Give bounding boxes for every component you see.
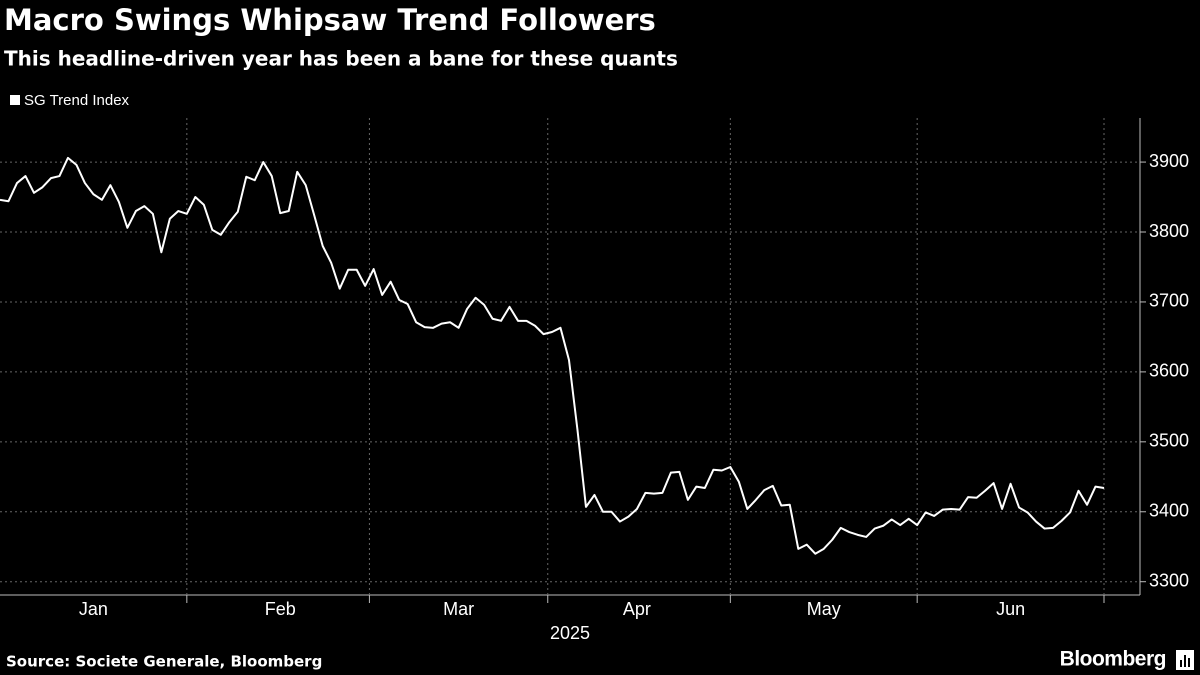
y-tick-label: 3600 — [1149, 361, 1189, 381]
x-tick-label: Apr — [623, 599, 651, 619]
series-line — [0, 156, 1105, 555]
y-tick-label: 3900 — [1149, 151, 1189, 171]
x-tick-label: Jun — [996, 599, 1025, 619]
x-tick-label: Feb — [265, 599, 296, 619]
y-tick-label: 3400 — [1149, 501, 1189, 521]
x-axis-label: 2025 — [550, 623, 590, 643]
source: Source: Societe Generale, Bloomberg — [6, 653, 322, 671]
x-tick-label: Mar — [443, 599, 474, 619]
brand: Bloomberg — [1060, 648, 1166, 671]
legend-swatch — [10, 95, 20, 105]
y-tick-label: 3500 — [1149, 431, 1189, 451]
legend-label: SG Trend Index — [24, 92, 130, 109]
chart-title: Macro Swings Whipsaw Trend Followers — [4, 3, 656, 37]
chart-subtitle: This headline-driven year has been a ban… — [4, 47, 678, 71]
y-tick-label: 3700 — [1149, 291, 1189, 311]
y-tick-label: 3300 — [1149, 570, 1189, 590]
brand-icon — [1176, 650, 1194, 670]
y-tick-label: 3800 — [1149, 221, 1189, 241]
x-tick-label: Jan — [79, 599, 108, 619]
x-tick-label: May — [807, 599, 841, 619]
